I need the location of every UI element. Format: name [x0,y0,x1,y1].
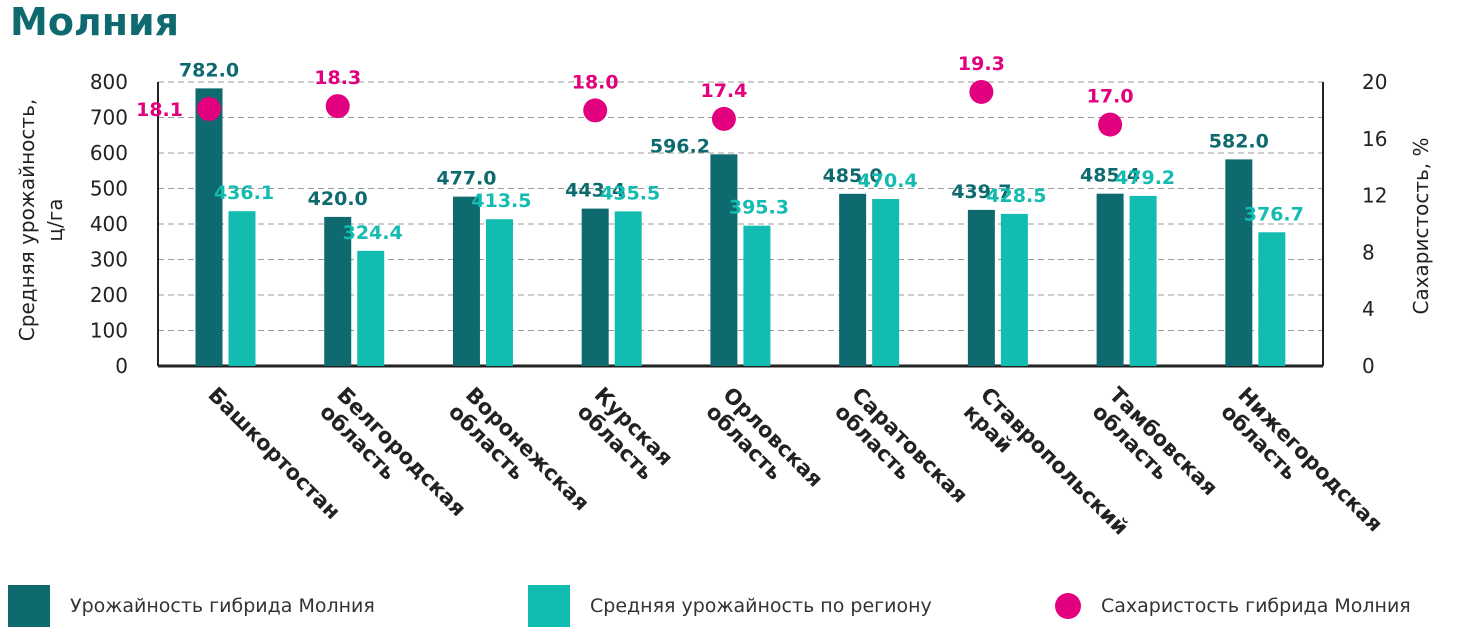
data-label-sugar: 18.1 [136,99,183,121]
data-label-region: 479.2 [1115,167,1175,189]
chart-svg: 0 100 200 300 400 500 600 700 800 0 4 8 12 16 20 Средня… [15,53,1433,554]
data-label-sugar: 18.0 [572,71,619,93]
y-tick-label: 700 [90,106,128,130]
category-label: Нижегородскаяобласть [1216,383,1387,554]
axes: 0 100 200 300 400 500 600 700 800 0 4 8 12 16 20 Средня… [15,70,1433,378]
data-label-sugar: 18.3 [314,67,361,89]
data-label-region: 324.4 [343,222,403,244]
y-axis-title: Средняя урожайность, ц/га [15,99,67,341]
bar-region [614,211,642,366]
y2-tick-label: 0 [1362,354,1375,378]
y-tick-label: 200 [90,283,128,307]
data-label-yield: 782.0 [179,59,239,81]
category-label-line: Башкортостан [203,383,344,524]
bar-yield [710,154,738,366]
bar-region [1258,232,1286,366]
bar-region [357,250,385,366]
data-label-region: 395.3 [729,197,789,219]
y2-axis-title: Сахаристость, % [1409,137,1433,314]
data-label-yield: 439.7 [951,181,1011,203]
data-label-region: 413.5 [471,190,531,212]
data-label-yield: 443.4 [565,180,625,202]
y-tick-label: 500 [90,177,128,201]
bar-region [743,225,771,366]
category-label: Курскаяобласть [573,383,678,488]
legend-label-sugar: Сахаристость гибрида Молния [1101,595,1411,617]
bar-region [872,199,900,366]
legend-swatch-yield [8,585,50,627]
legend-item-region: Средняя урожайность по региону [528,584,932,628]
category-label: Саратовскаяобласть [830,383,972,525]
y2-tick-label: 4 [1362,297,1375,321]
legend-item-sugar: Сахаристость гибрида Молния [1055,584,1411,628]
data-label-yield: 477.0 [436,168,496,190]
y2-tick-label: 16 [1362,127,1387,151]
data-label-sugar: 17.4 [700,80,747,102]
data-label-region: 435.5 [600,182,660,204]
y-tick-label: 800 [90,70,128,94]
data-label-sugar: 19.3 [958,53,1005,75]
bar-yield [195,88,223,366]
bar-yield [839,193,867,366]
data-label-region: 470.4 [858,170,918,192]
y-axis-title-line: ц/га [43,198,67,241]
sugar-point [1098,112,1123,137]
bar-region [228,211,256,366]
sugar-point [197,96,221,121]
grid-lines [158,81,1323,331]
sugar-point [325,94,350,119]
y-tick-label: 300 [90,248,128,272]
sugar-point [711,106,736,131]
bar-yield [324,216,352,366]
sugar-point [969,79,994,104]
data-label-yield: 596.2 [650,135,710,157]
data-label-sugar: 17.0 [1087,86,1134,108]
y2-tick-label: 8 [1362,240,1375,264]
bar-yield [1225,159,1253,366]
y-tick-label: 600 [90,141,128,165]
category-label: Белгородскаяобласть [315,383,470,538]
data-label-yield: 582.0 [1209,130,1269,152]
sugar-point [583,98,608,123]
bars [195,88,1286,366]
y-tick-label: 400 [90,212,128,236]
y2-tick-label: 20 [1362,70,1387,94]
y-tick-label: 100 [90,319,128,343]
legend-dot-sugar [1055,593,1081,619]
data-label-yield: 485.0 [823,165,883,187]
bar-yield [452,196,480,366]
bar-region [1129,195,1157,366]
category-label: Орловскаяобласть [701,383,827,509]
chart-title: Молния [10,0,180,44]
bar-yield [1096,193,1124,366]
category-label: Воронежскаяобласть [444,383,594,533]
sugar-points [197,79,1123,137]
category-label: Башкортостан [203,383,344,524]
category-label-line: Нижегородская [1233,383,1387,537]
data-label-region: 436.1 [214,182,274,204]
bar-yield [581,208,609,366]
legend-label-yield: Урожайность гибрида Молния [70,595,375,617]
legend-swatch-region [528,585,570,627]
legend-item-yield: Урожайность гибрида Молния [8,584,375,628]
bar-region [485,219,513,366]
data-label-region: 376.7 [1244,203,1304,225]
y-axis-title-line: Средняя урожайность, [15,99,39,341]
bar-yield [967,209,995,366]
bar-region [1000,213,1028,366]
data-label-yield: 485.4 [1080,165,1140,187]
y-tick-label: 0 [115,354,128,378]
legend-label-region: Средняя урожайность по региону [590,595,932,617]
data-label-region: 428.5 [986,185,1046,207]
y2-tick-label: 12 [1362,184,1387,208]
data-label-yield: 420.0 [308,188,368,210]
